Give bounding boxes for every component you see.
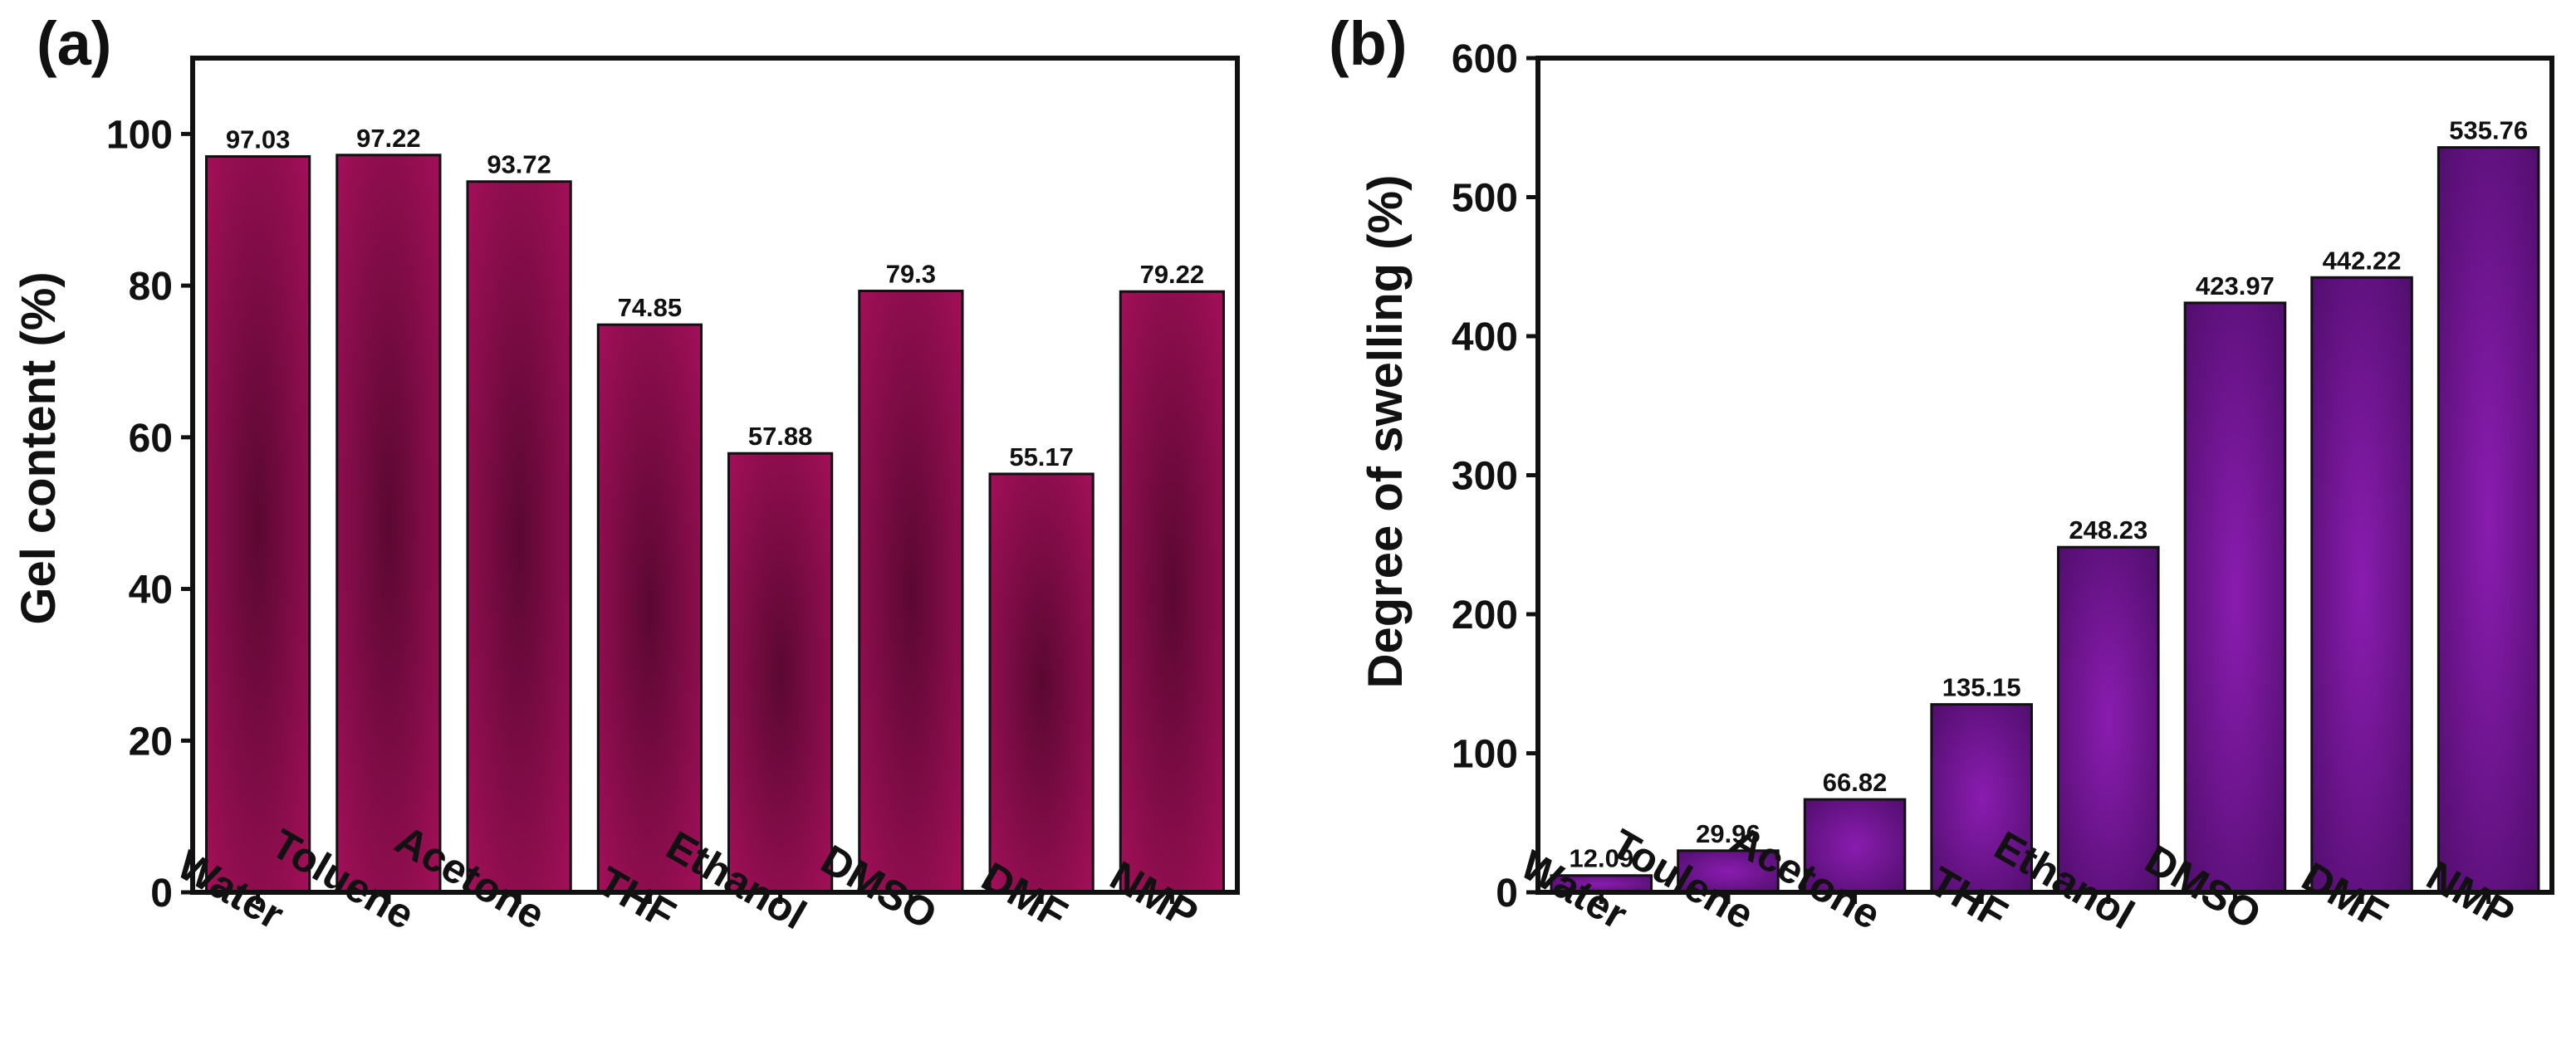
gel-content-plot-frame [190, 56, 1240, 895]
swelling-bar [2310, 276, 2413, 894]
gel-content-bar [205, 154, 311, 894]
gel-content-y-tick-label: 100 [106, 113, 173, 157]
swelling-data-label: 135.15 [1942, 673, 2021, 702]
swelling-bars [1550, 146, 2540, 894]
gel-content-data-label: 74.85 [618, 293, 683, 322]
gel-content-data-label: 79.22 [1140, 260, 1205, 289]
gel-content-value-labels: 97.03 97.22 93.72 74.85 57.88 79.3 55.17 79.22 [226, 124, 1204, 471]
swelling-panel: 12.09 29.96 66.82 135.15 248.23 423.97 442.22 5… [1329, 9, 2554, 939]
gel-content-bar [466, 180, 572, 894]
swelling-bar [1677, 849, 1780, 894]
panel-label-b: (b) [1329, 9, 1408, 78]
swelling-data-label: 12.09 [1570, 844, 1634, 873]
swelling-bar [1803, 798, 1907, 894]
swelling-value-labels: 12.09 29.96 66.82 135.15 248.23 423.97 442.22 5… [1570, 116, 2529, 873]
swelling-bar [2057, 545, 2160, 894]
gel-content-y-ticks: 0 20 40 60 80 100 [106, 113, 193, 916]
swelling-y-tick-label: 100 [1452, 733, 1518, 777]
swelling-y-axis-label: Degree of swelling (%) [1359, 175, 1413, 689]
swelling-data-label: 442.22 [2323, 246, 2402, 275]
swelling-y-tick-label: 0 [1496, 872, 1518, 916]
swelling-bar [2436, 146, 2540, 894]
swelling-y-tick-label: 300 [1452, 455, 1518, 499]
gel-content-y-tick-label: 40 [129, 569, 173, 613]
gel-content-panel: 97.03 97.2293.7274.8557.8879.355.1779.22 … [12, 9, 1240, 939]
gel-content-data-label: 97.22 [356, 124, 421, 153]
gel-content-bar [858, 289, 964, 894]
swelling-data-label: 535.76 [2449, 116, 2528, 145]
gel-content-data-label: 57.88 [748, 422, 813, 451]
swelling-y-ticks: 0 100 200 300 400 500 600 [1452, 37, 1538, 916]
panel-label-a: (a) [37, 9, 111, 78]
gel-content-bar [1119, 290, 1225, 894]
gel-content-bar [727, 452, 834, 894]
swelling-data-label: 423.97 [2196, 271, 2275, 300]
swelling-y-tick-label: 500 [1452, 177, 1518, 221]
gel-content-data-label: 79.3 [886, 259, 936, 288]
gel-content-bar [988, 472, 1095, 894]
gel-content-bar [335, 154, 442, 894]
swelling-y-tick-label: 200 [1452, 593, 1518, 637]
swelling-data-label: 248.23 [2069, 515, 2147, 545]
swelling-data-label: 66.82 [1823, 768, 1888, 797]
gel-content-bars [205, 154, 1225, 894]
swelling-bar [2183, 301, 2287, 894]
gel-content-data-label: 97.03 [226, 125, 291, 154]
gel-content-y-tick-label: 80 [129, 265, 173, 309]
gel-content-data-label: 93.72 [487, 150, 551, 179]
gel-content-bar [596, 323, 703, 894]
swelling-y-tick-label: 600 [1452, 37, 1518, 81]
swelling-y-tick-label: 400 [1452, 315, 1518, 359]
gel-content-data-label: 55.17 [1009, 442, 1074, 471]
gel-content-y-tick-label: 20 [129, 720, 173, 764]
gel-content-y-tick-label: 60 [129, 417, 173, 461]
swelling-bar [1930, 703, 2033, 894]
swelling-data-label: 29.96 [1696, 819, 1761, 848]
gel-content-y-tick-label: 0 [150, 872, 173, 916]
swelling-plot-frame [1535, 56, 2554, 895]
gel-content-y-axis-label: Gel content (%) [12, 271, 66, 624]
